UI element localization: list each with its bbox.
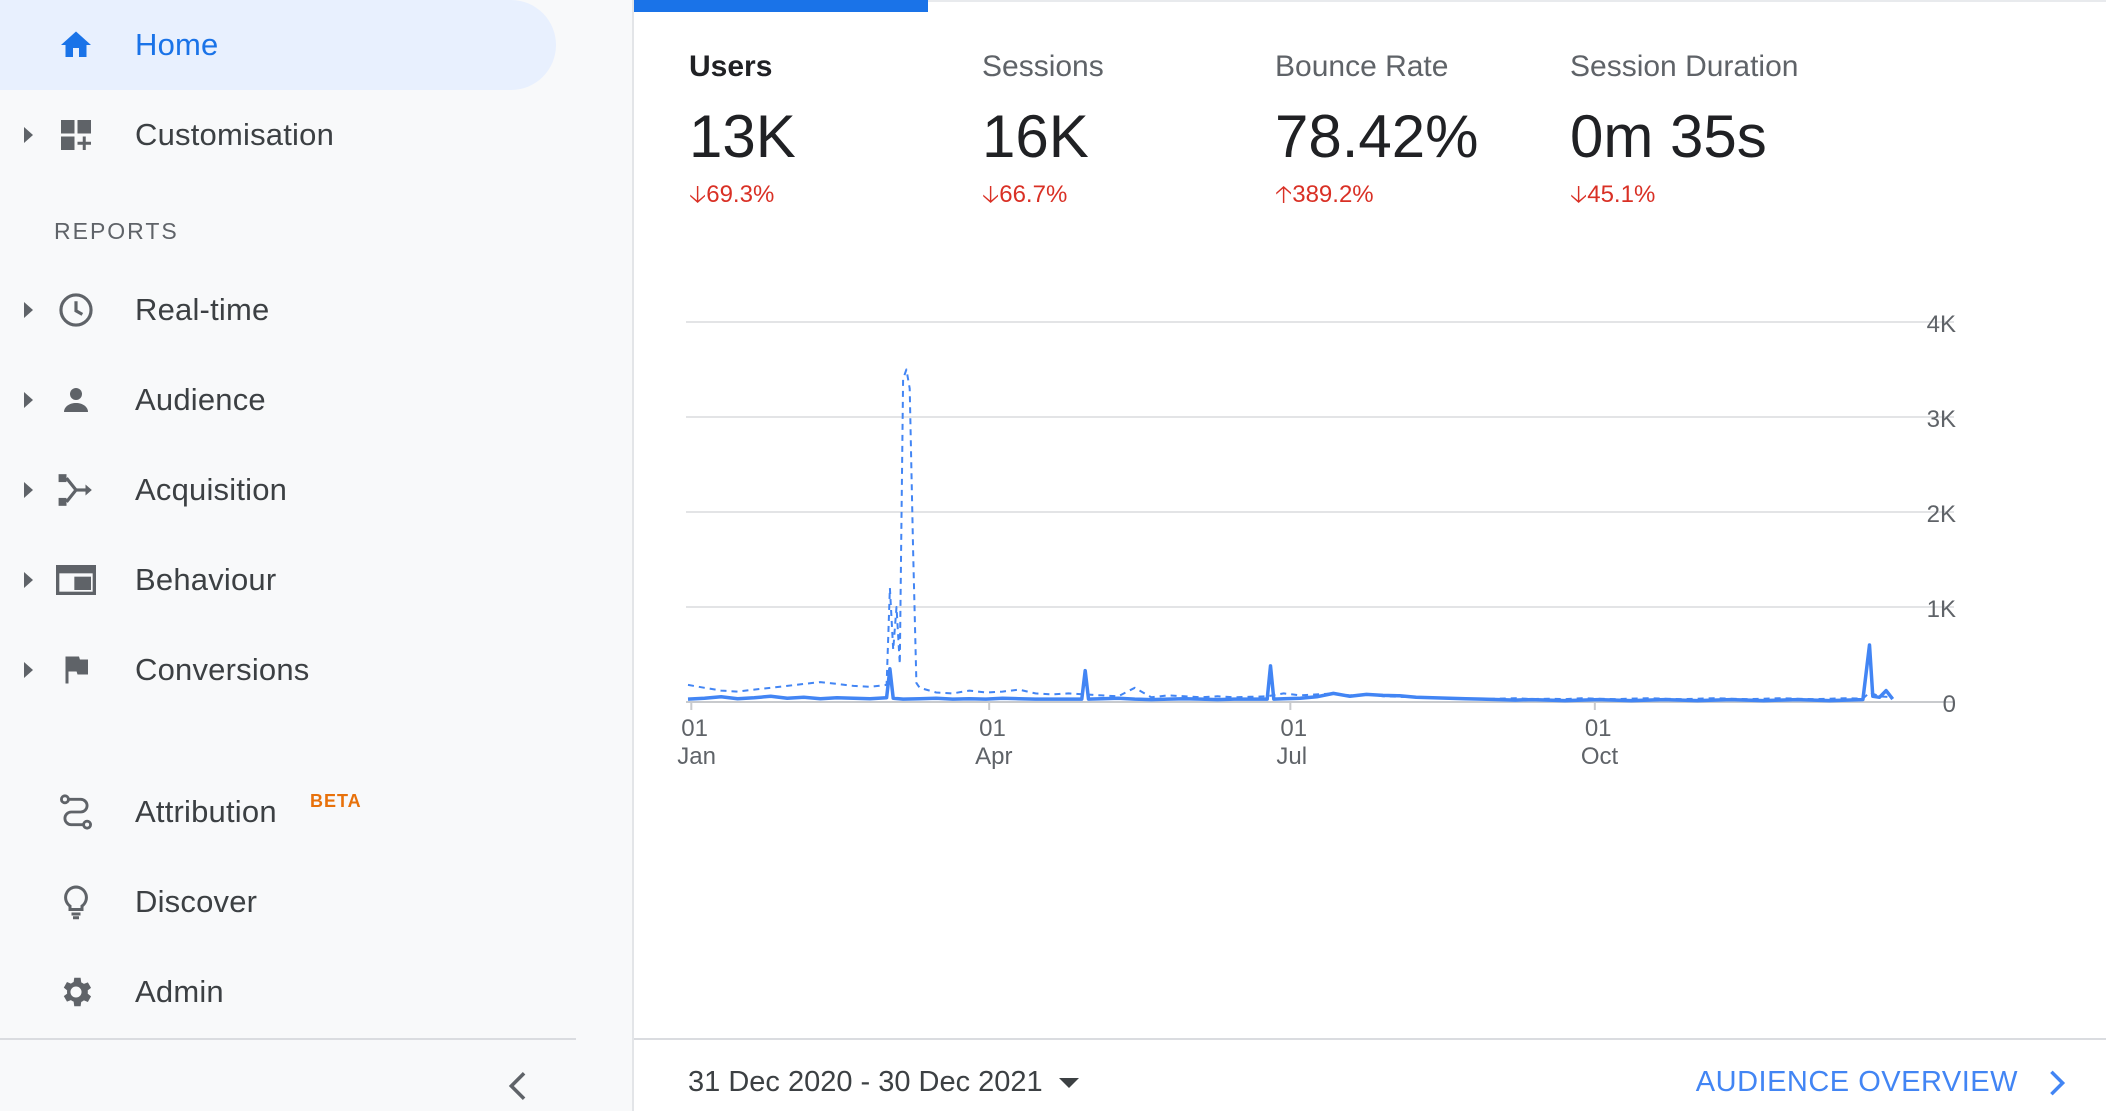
sidebar-divider xyxy=(0,1038,576,1040)
nav-item-behaviour[interactable]: Behaviour xyxy=(0,535,556,625)
nav-item-conversions[interactable]: Conversions xyxy=(0,625,556,715)
metric-value: 16K xyxy=(982,103,1089,170)
metric-label: Sessions xyxy=(982,50,1104,83)
metric-value: 13K xyxy=(689,103,796,170)
chevron-left-icon xyxy=(508,1071,526,1101)
clock-icon xyxy=(56,290,96,330)
nav-item-audience[interactable]: Audience xyxy=(0,355,556,445)
nav-label-behaviour: Behaviour xyxy=(135,562,277,597)
metric-label: Users xyxy=(689,50,773,83)
arrow-up-icon: 🡡 xyxy=(1275,181,1293,208)
metric-change: 🡡389.2% xyxy=(1275,177,1555,218)
merge-arrows-icon xyxy=(56,470,96,510)
nav-item-admin[interactable]: Admin xyxy=(0,947,556,1037)
expand-caret-icon[interactable] xyxy=(24,482,33,498)
home-icon xyxy=(56,25,96,65)
metric-change-value: 389.2% xyxy=(1292,181,1374,208)
y-tick-label: 2K xyxy=(1927,501,1956,528)
date-range-text: 31 Dec 2020 - 30 Dec 2021 xyxy=(688,1066,1043,1098)
x-tick-day-label: 01 xyxy=(1280,715,1307,742)
dropdown-caret-icon xyxy=(1058,1077,1079,1088)
metric-change-value: 45.1% xyxy=(1587,181,1656,208)
metric-value: 0m 35s xyxy=(1570,103,1767,170)
metric-change-value: 66.7% xyxy=(999,181,1068,208)
browser-window-icon xyxy=(56,560,96,600)
active-tab-indicator xyxy=(634,0,928,12)
nav-label-attribution: Attribution xyxy=(135,794,277,829)
left-sidebar: Home Customisation REPORTS Real-time xyxy=(0,0,634,1111)
audience-overview-link[interactable]: AUDIENCE OVERVIEW xyxy=(1696,1066,2066,1099)
x-tick-day-label: 01 xyxy=(979,715,1006,742)
x-tick-month-label: Jan xyxy=(677,743,716,770)
nav-item-realtime[interactable]: Real-time xyxy=(0,265,556,355)
collapse-sidebar-button[interactable] xyxy=(500,1066,534,1106)
y-tick-label: 0 xyxy=(1943,691,1956,718)
y-tick-label: 3K xyxy=(1927,406,1956,433)
chevron-right-icon xyxy=(2050,1070,2066,1095)
users-line-chart: 0 1K 2K 3K 4K 01 Jan 01 Apr 01 Jul 01 Oct xyxy=(634,300,2106,960)
metric-tab-users[interactable]: Users 13K 🡣69.3% xyxy=(689,50,969,218)
metric-label: Session Duration xyxy=(1570,50,1799,83)
metric-tab-bounce-rate[interactable]: Bounce Rate 78.42% 🡡389.2% xyxy=(1275,50,1555,218)
main-panel: Users 13K 🡣69.3% Sessions 16K 🡣66.7% Bou… xyxy=(634,0,2106,1111)
metric-label: Bounce Rate xyxy=(1275,50,1449,83)
top-border xyxy=(634,0,2106,2)
metric-change: 🡣45.1% xyxy=(1570,177,1850,218)
nav-item-discover[interactable]: Discover xyxy=(0,857,556,947)
attribution-path-icon xyxy=(56,792,96,832)
audience-overview-label: AUDIENCE OVERVIEW xyxy=(1695,1066,2018,1098)
gear-icon xyxy=(56,972,96,1012)
arrow-down-icon: 🡣 xyxy=(689,181,707,208)
nav-item-attribution[interactable]: Attribution BETA xyxy=(0,767,556,857)
beta-badge: BETA xyxy=(310,791,362,811)
nav-label-admin: Admin xyxy=(135,974,224,1009)
metric-value: 78.42% xyxy=(1275,103,1479,170)
expand-caret-icon[interactable] xyxy=(24,127,33,143)
y-tick-label: 1K xyxy=(1927,596,1956,623)
users-series-line xyxy=(687,643,1895,703)
person-icon xyxy=(56,380,96,420)
nav-label-discover: Discover xyxy=(135,884,258,919)
x-tick-month-label: Apr xyxy=(975,743,1012,770)
reports-section-title: REPORTS xyxy=(54,218,179,244)
expand-caret-icon[interactable] xyxy=(24,572,33,588)
x-tick-month-label: Oct xyxy=(1581,743,1619,770)
nav-label-conversions: Conversions xyxy=(135,652,310,687)
arrow-down-icon: 🡣 xyxy=(1570,181,1588,208)
lightbulb-icon xyxy=(56,882,96,922)
nav-label-audience: Audience xyxy=(135,382,266,417)
expand-caret-icon[interactable] xyxy=(24,662,33,678)
nav-label-realtime: Real-time xyxy=(135,292,270,327)
metric-tab-session-duration[interactable]: Session Duration 0m 35s 🡣45.1% xyxy=(1570,50,1850,218)
metric-change-value: 69.3% xyxy=(706,181,775,208)
x-tick-month-label: Jul xyxy=(1276,743,1307,770)
date-range-selector[interactable]: 31 Dec 2020 - 30 Dec 2021 xyxy=(688,1066,1079,1099)
footer-divider xyxy=(634,1038,2106,1040)
y-tick-label: 4K xyxy=(1927,311,1956,338)
dashboard-add-icon xyxy=(56,115,96,155)
nav-label-acquisition: Acquisition xyxy=(135,472,288,507)
flag-icon xyxy=(56,650,96,690)
metric-tab-sessions[interactable]: Sessions 16K 🡣66.7% xyxy=(982,50,1262,218)
x-tick-day-label: 01 xyxy=(1585,715,1612,742)
metric-change: 🡣66.7% xyxy=(982,177,1262,218)
nav-label-home: Home xyxy=(135,27,219,62)
arrow-down-icon: 🡣 xyxy=(982,181,1000,208)
nav-item-customisation[interactable]: Customisation xyxy=(0,90,556,180)
expand-caret-icon[interactable] xyxy=(24,392,33,408)
expand-caret-icon[interactable] xyxy=(24,302,33,318)
metric-change: 🡣69.3% xyxy=(689,177,969,218)
nav-item-acquisition[interactable]: Acquisition xyxy=(0,445,556,535)
comparison-series-line xyxy=(687,368,1893,701)
nav-label-customisation: Customisation xyxy=(135,117,335,152)
x-tick-day-label: 01 xyxy=(681,715,708,742)
nav-item-home[interactable]: Home xyxy=(0,0,556,90)
